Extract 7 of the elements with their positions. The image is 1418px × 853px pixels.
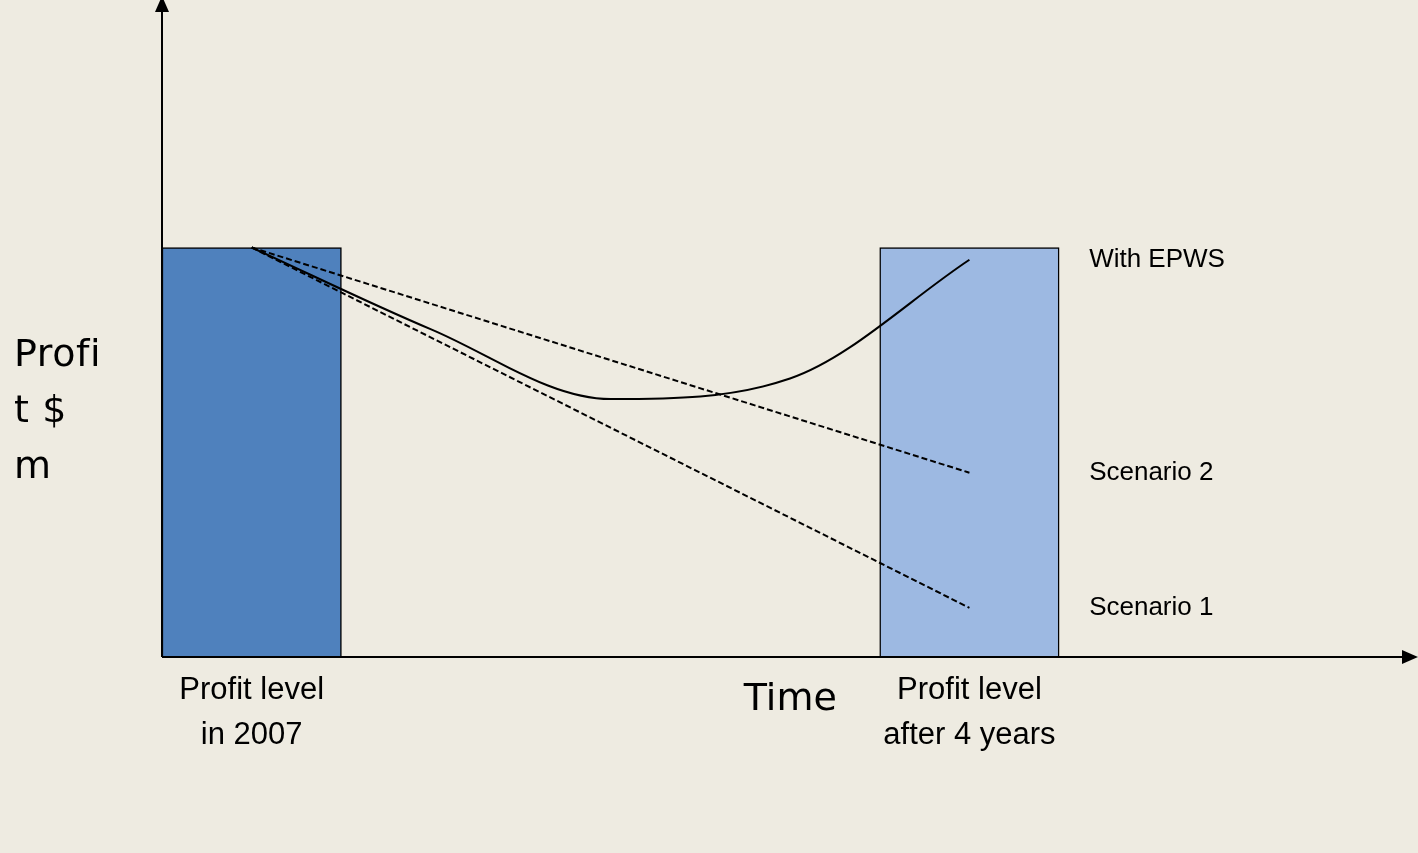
x-tick-label: Profit level after 4 years bbox=[883, 671, 1056, 752]
x-axis-title: Time bbox=[743, 675, 837, 719]
text: Scenario 2 bbox=[1089, 455, 1214, 486]
x-tick-label: Profit level in 2007 bbox=[179, 671, 325, 752]
y-axis-title: Profit $ m bbox=[14, 330, 103, 489]
text: Scenario 1 bbox=[1089, 591, 1214, 622]
text: With EPWS bbox=[1089, 242, 1225, 273]
